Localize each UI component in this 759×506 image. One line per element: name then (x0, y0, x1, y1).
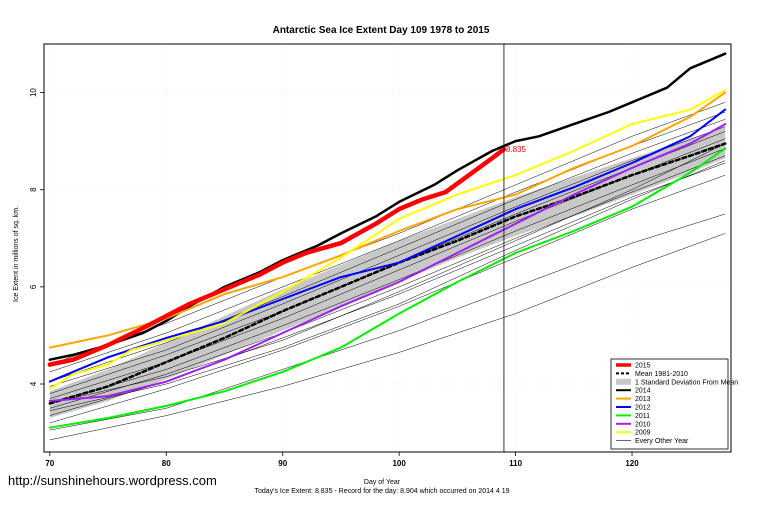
legend-label: Mean 1981-2010 (635, 371, 688, 378)
other-year-line (49, 233, 726, 441)
series-line-2011 (48, 147, 727, 429)
series-line-2013 (48, 91, 727, 349)
series-line-2009 (48, 89, 727, 390)
legend-label: 2014 (635, 388, 651, 395)
series-line-2014 (48, 52, 727, 361)
x-tick-label: 110 (509, 459, 522, 468)
x-tick-label: 90 (278, 459, 287, 468)
legend-swatch (616, 378, 631, 385)
highlighted-series-lines (47, 52, 727, 429)
std-dev-band-area (49, 126, 726, 418)
other-year-line (49, 155, 726, 409)
other-year-line (49, 119, 726, 382)
other-year-line (49, 102, 726, 365)
legend-label: 2013 (635, 396, 651, 403)
x-axis: 70 80 90 100 110 120 (45, 452, 639, 468)
legend-label: 2012 (635, 405, 651, 412)
y-tick-label: 10 (29, 88, 38, 97)
series-line-2012 (48, 108, 727, 383)
footer-record-text: Today's Ice Extent: 8.835 - Record for t… (254, 488, 509, 495)
legend-box (610, 358, 729, 450)
legend-label: 2011 (635, 413, 650, 420)
current-value-label: 8.835 (506, 145, 527, 154)
legend-label: Every Other Year (635, 438, 689, 445)
chart-title: Antarctic Sea Ice Extent Day 109 1978 to… (273, 25, 490, 36)
legend-label: 1 Standard Deviation From Mean (635, 379, 738, 386)
y-tick-label: 4 (29, 381, 38, 386)
other-year-line (49, 160, 726, 411)
y-axis-label: Ice Extent in millions of sq. km. (13, 206, 20, 302)
std-dev-band (49, 126, 726, 418)
y-tick-label: 6 (29, 284, 38, 289)
other-year-line (49, 148, 726, 404)
x-tick-label: 100 (392, 459, 406, 468)
other-year-line (49, 143, 726, 404)
y-tick-label: 8 (29, 187, 38, 192)
watermark-url: http://sunshinehours.wordpress.com (8, 473, 217, 488)
y-axis: 4 6 8 10 (29, 88, 44, 386)
other-year-line (49, 126, 726, 387)
legend-label: 2009 (635, 430, 651, 437)
series-line-2010 (48, 123, 727, 402)
x-tick-label: 80 (162, 459, 171, 468)
other-year-line (49, 174, 726, 424)
x-axis-label: Day of Year (364, 479, 401, 486)
other-year-line (49, 213, 726, 431)
series-line-2015 (47, 146, 507, 367)
legend-label: 2010 (635, 421, 651, 428)
other-year-line (49, 111, 726, 373)
plot-frame (43, 43, 732, 453)
legend-label: 2015 (635, 363, 651, 370)
x-tick-label: 70 (45, 459, 54, 468)
x-tick-label: 120 (625, 459, 639, 468)
